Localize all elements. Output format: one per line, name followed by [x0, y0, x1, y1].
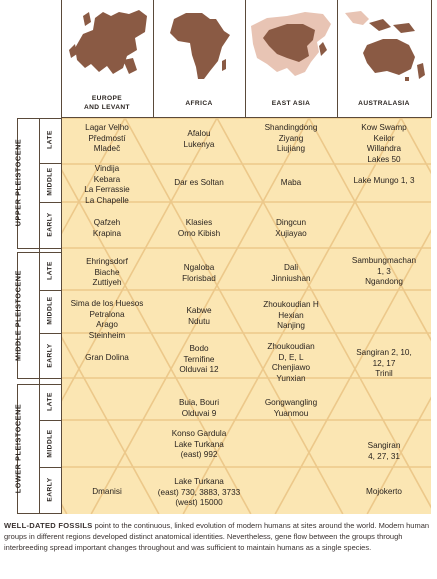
cell-upper-middle-africa: Dar es Soltan	[174, 178, 224, 187]
sub-label-early: EARLY	[46, 212, 54, 237]
sub-label-middle: MIDDLE	[46, 296, 54, 325]
cell-lower-early-europe: Dmanisi	[92, 487, 122, 496]
cell-middle-late-africa: Ngaloba Florisbad	[182, 263, 216, 283]
epoch-label-middle: MIDDLE PLEISTOCENE	[13, 270, 23, 361]
africa-map-cell	[153, 0, 245, 88]
cell-middle-early-australasia: Sangiran 2, 10, 12, 17 Trinil	[356, 348, 412, 379]
cell-upper-middle-eastasia: Maba	[280, 178, 302, 187]
cell-lower-middle-africa: Konso Gardula Lake Turkana (east) 992	[171, 429, 227, 460]
region-europe: EUROPE AND LEVANT	[83, 95, 130, 111]
figure-caption: WELL-DATED FOSSILS point to the continuo…	[4, 520, 432, 553]
grid-vline	[153, 0, 154, 118]
cell-lower-early-australasia: Mojokerto	[366, 487, 402, 496]
cell-upper-early-europe: Qafzeh Krapina	[92, 218, 122, 238]
cell-middle-middle-europe: Sima de los Huesos Petralona Arago Stein…	[70, 299, 144, 340]
cell-upper-middle-australasia: Lake Mungo 1, 3	[353, 176, 415, 185]
lattice-line	[182, 118, 402, 514]
sub-label-late: LATE	[46, 392, 54, 411]
africa-map-icon	[170, 13, 230, 79]
sub-label-late: LATE	[46, 261, 54, 280]
caption-text: point to the continuous, linked evolutio…	[4, 521, 430, 552]
europe-map-cell	[61, 0, 153, 88]
epoch-bar	[17, 252, 18, 378]
fossil-table	[61, 118, 431, 514]
region-australasia: AUSTRALASIA	[358, 99, 410, 107]
sub-divider-line	[39, 118, 40, 514]
east-asia-map-cell	[245, 0, 337, 88]
cell-upper-early-eastasia: Dingcun Xujiayao	[275, 218, 307, 238]
cell-middle-early-africa: Bodo Ternifine Olduvai 12	[179, 344, 219, 375]
australasia-map-cell	[337, 0, 431, 88]
grid-hline	[61, 117, 431, 118]
cell-upper-early-africa: Klasies Omo Kibish	[177, 218, 221, 238]
cell-middle-early-eastasia: Zhoukoudian D, E, L Chenjiawo Yunxian	[267, 342, 315, 383]
epoch-bar	[17, 118, 18, 248]
epoch-label-upper: UPPER PLEISTOCENE	[13, 138, 23, 227]
cell-middle-late-australasia: Sambungmachan 1, 3 Ngandong	[351, 256, 417, 287]
lattice-line	[90, 118, 310, 514]
epoch-label-lower: LOWER PLEISTOCENE	[13, 403, 23, 494]
lattice-line	[308, 118, 431, 342]
europe-map-icon	[69, 10, 147, 74]
australasia-map-icon	[345, 11, 425, 81]
lattice-line	[61, 118, 218, 404]
lattice-line	[274, 229, 431, 514]
sub-label-late: LATE	[46, 130, 54, 149]
cell-lower-late-africa: Buia, Bouri Olduvai 9	[178, 398, 220, 418]
caption-lead: WELL-DATED FOSSILS	[4, 521, 93, 530]
lattice-line	[366, 396, 431, 514]
sub-label-middle: MIDDLE	[46, 429, 54, 458]
east-asia-map-icon	[251, 12, 331, 76]
region-africa: AFRICA	[185, 99, 213, 107]
cell-upper-late-eastasia: Shandingdong Ziyang Liujiang	[264, 123, 318, 154]
sub-divider	[39, 202, 61, 203]
cell-upper-late-australasia: Kow Swamp Keilor Willandra Lakes 50	[361, 123, 407, 164]
cell-middle-middle-eastasia: Zhoukoudian H Hexian Nanjing	[263, 300, 319, 331]
cell-middle-late-eastasia: Dali Jinniushan	[271, 263, 311, 283]
cell-lower-late-eastasia: Gongwangling Yuanmou	[264, 398, 318, 418]
lattice-pattern	[61, 118, 431, 514]
sub-divider	[39, 467, 61, 468]
lattice-line	[124, 118, 344, 514]
sub-label-early: EARLY	[46, 477, 54, 502]
sub-label-middle: MIDDLE	[46, 167, 54, 196]
cell-lower-middle-australasia: Sangiran 4, 27, 31	[367, 441, 401, 461]
cell-lower-early-africa: Lake Turkana (east) 730, 3883, 3733 (wes…	[157, 477, 241, 508]
sub-divider	[39, 290, 61, 291]
grid-vline	[431, 0, 432, 118]
cell-middle-late-europe: Ehringsdorf Biache Zuttiyeh	[86, 257, 128, 288]
region-east-asia: EAST ASIA	[271, 99, 311, 107]
cell-upper-middle-europe: Vindija Kebara La Ferrassie La Chapelle	[84, 164, 130, 205]
grid-vline	[245, 0, 246, 118]
epoch-bar	[17, 384, 18, 514]
sub-label-early: EARLY	[46, 343, 54, 368]
cell-middle-middle-africa: Kabwe Ndutu	[186, 306, 212, 326]
cell-upper-late-africa: Afalou Lukenya	[183, 129, 215, 149]
grid-vline	[61, 0, 62, 514]
lattice-line	[61, 167, 252, 514]
cell-upper-late-europe: Lagar Velho Předmostí Mladeč	[85, 123, 129, 154]
cell-middle-early-europe: Gran Dolina	[85, 353, 129, 362]
sub-divider	[39, 333, 61, 334]
lattice-line	[61, 334, 160, 514]
sub-divider	[39, 420, 61, 421]
lattice-line	[216, 118, 431, 509]
lattice-line	[61, 118, 126, 237]
sub-divider	[39, 163, 61, 164]
grid-vline	[337, 0, 338, 118]
